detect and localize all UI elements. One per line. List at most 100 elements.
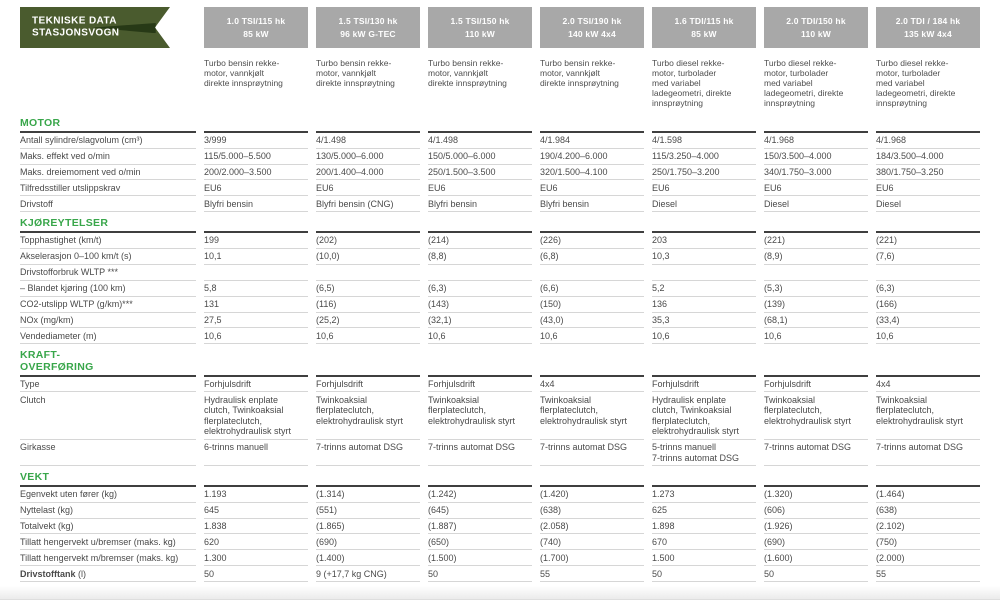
section-heading: KJØREYTELSER <box>20 212 196 233</box>
value-cell-col-6: 150/3.500–4.000 <box>764 149 868 165</box>
value-cell-col-6: Diesel <box>764 196 868 213</box>
value-cell-col-3: Blyfri bensin <box>428 196 532 213</box>
value-cell-col-6: (1.926) <box>764 519 868 535</box>
value-cell-col-7: 4x4 <box>876 377 980 393</box>
section-heading-rule-col-5 <box>652 112 756 133</box>
section-heading-rule-col-6 <box>764 344 868 377</box>
section-heading-rule-col-5 <box>652 212 756 233</box>
engine-column-header-7: 2.0 TDI / 184 hk 135 kW 4x4 <box>876 7 980 48</box>
engine-column-header-6: 2.0 TDI/150 hk 110 kW <box>764 7 868 48</box>
value-cell-col-6: 10,6 <box>764 328 868 345</box>
engine-description-4: Turbo bensin rekke- motor, vannkjølt dir… <box>540 58 619 89</box>
value-cell-col-3: (1.242) <box>428 487 532 503</box>
value-cell-col-2: 9 (+17,7 kg CNG) <box>316 566 420 583</box>
value-cell-col-1: 645 <box>204 503 308 519</box>
engine-column-header-3: 1.5 TSI/150 hk 110 kW <box>428 7 532 48</box>
value-cell-col-1: 1.300 <box>204 550 308 567</box>
row-label: CO2-utslipp WLTP (g/km)*** <box>20 297 196 313</box>
section-heading-rule-col-3 <box>428 212 532 233</box>
engine-column-header-4: 2.0 TSI/190 hk 140 kW 4x4 <box>540 7 644 48</box>
value-cell-col-1: Blyfri bensin <box>204 196 308 213</box>
value-cell-col-2: Forhjulsdrift <box>316 377 420 393</box>
value-cell-col-2: EU6 <box>316 180 420 197</box>
banner-ribbon-fold <box>92 22 156 34</box>
row-label: Totalvekt (kg) <box>20 519 196 535</box>
value-cell-col-3: (6,3) <box>428 281 532 297</box>
value-cell-col-2: 200/1.400–4.000 <box>316 165 420 181</box>
value-cell-col-3: 4/1.498 <box>428 133 532 149</box>
section-heading: MOTOR <box>20 112 196 133</box>
value-cell-col-4: 190/4.200–6.000 <box>540 149 644 165</box>
description-spacer <box>20 48 196 112</box>
value-cell-col-2: (116) <box>316 297 420 313</box>
value-cell-col-6: (5,3) <box>764 281 868 297</box>
value-cell-col-3: 150/5.000–6.000 <box>428 149 532 165</box>
section-heading-rule-col-4 <box>540 344 644 377</box>
value-cell-col-2: (1.314) <box>316 487 420 503</box>
page-bottom-edge <box>0 586 1000 600</box>
value-cell-col-1: 10,6 <box>204 328 308 345</box>
value-cell-col-4: Blyfri bensin <box>540 196 644 213</box>
value-cell-col-5: Hydraulisk enplate clutch, Twinkoaksial … <box>652 392 756 440</box>
value-cell-col-6: (8,9) <box>764 249 868 265</box>
value-cell-col-3: 250/1.500–3.500 <box>428 165 532 181</box>
value-cell-col-3: (8,8) <box>428 249 532 265</box>
value-cell-col-7: 4/1.968 <box>876 133 980 149</box>
section-heading-rule-col-3 <box>428 112 532 133</box>
value-cell-col-7: (750) <box>876 534 980 551</box>
value-cell-col-5: Forhjulsdrift <box>652 377 756 393</box>
row-label: Girkasse <box>20 440 196 467</box>
value-cell-col-4: (226) <box>540 233 644 249</box>
section-heading-rule-col-2 <box>316 466 420 487</box>
row-label: Antall sylindre/slagvolum (cm³) <box>20 133 196 149</box>
value-cell-col-5: 625 <box>652 503 756 519</box>
value-cell-col-1: 6-trinns manuell <box>204 440 308 467</box>
value-cell-col-1: 3/999 <box>204 133 308 149</box>
value-cell-col-1: Hydraulisk enplate clutch, Twinkoaksial … <box>204 392 308 440</box>
value-cell-col-5: 10,6 <box>652 328 756 345</box>
row-label: Drivstofforbruk WLTP *** <box>20 265 196 281</box>
section-heading: VEKT <box>20 466 196 487</box>
value-cell-col-7: Twinkoaksial flerplateclutch, elektrohyd… <box>876 392 980 440</box>
value-cell-col-4 <box>540 265 644 281</box>
value-cell-col-5: 115/3.250–4.000 <box>652 149 756 165</box>
value-cell-col-5: 1.500 <box>652 550 756 567</box>
value-cell-col-2: (202) <box>316 233 420 249</box>
value-cell-col-5: 4/1.598 <box>652 133 756 149</box>
value-cell-col-4: (740) <box>540 534 644 551</box>
value-cell-col-5: 5,2 <box>652 281 756 297</box>
value-cell-col-3 <box>428 265 532 281</box>
value-cell-col-1: 10,1 <box>204 249 308 265</box>
value-cell-col-6: (1.320) <box>764 487 868 503</box>
row-label: Drivstoff <box>20 196 196 213</box>
engine-description-7: Turbo diesel rekke- motor, turbolader me… <box>876 58 956 109</box>
value-cell-col-4: 4/1.984 <box>540 133 644 149</box>
section-heading-rule-col-4 <box>540 466 644 487</box>
value-cell-col-2: (10,0) <box>316 249 420 265</box>
value-cell-col-5: 136 <box>652 297 756 313</box>
value-cell-col-7: 55 <box>876 566 980 583</box>
value-cell-col-4: 4x4 <box>540 377 644 393</box>
value-cell-col-5: 50 <box>652 566 756 583</box>
value-cell-col-2: (551) <box>316 503 420 519</box>
value-cell-col-2: Twinkoaksial flerplateclutch, elektrohyd… <box>316 392 420 440</box>
row-label-bold: Drivstofftank <box>20 568 76 579</box>
row-label: Drivstofftank (l) <box>20 566 196 583</box>
row-label: – Blandet kjøring (100 km) <box>20 281 196 297</box>
engine-column-header-2: 1.5 TSI/130 hk 96 kW G-TEC <box>316 7 420 48</box>
row-label: NOx (mg/km) <box>20 313 196 329</box>
banner-title-line1: TEKNISKE DATA <box>32 15 117 26</box>
value-cell-col-1: EU6 <box>204 180 308 197</box>
value-cell-col-1: 620 <box>204 534 308 551</box>
value-cell-col-6: (68,1) <box>764 313 868 329</box>
value-cell-col-5: Diesel <box>652 196 756 213</box>
value-cell-col-6: Forhjulsdrift <box>764 377 868 393</box>
value-cell-col-1: 199 <box>204 233 308 249</box>
engine-description-6: Turbo diesel rekke- motor, turbolader me… <box>764 58 844 109</box>
engine-column-header-5: 1.6 TDI/115 hk 85 kW <box>652 7 756 48</box>
value-cell-col-1: 115/5.000–5.500 <box>204 149 308 165</box>
value-cell-col-3: Forhjulsdrift <box>428 377 532 393</box>
value-cell-col-1: 200/2.000–3.500 <box>204 165 308 181</box>
value-cell-col-1: 50 <box>204 566 308 583</box>
value-cell-col-6: 4/1.968 <box>764 133 868 149</box>
